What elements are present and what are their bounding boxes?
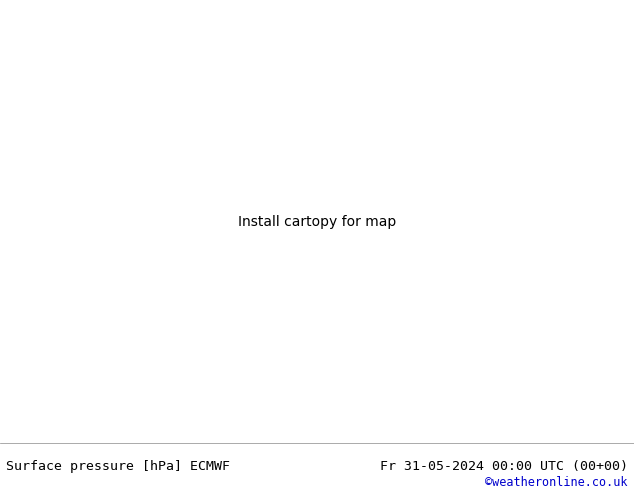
Text: Surface pressure [hPa] ECMWF: Surface pressure [hPa] ECMWF (6, 460, 230, 473)
Text: ©weatheronline.co.uk: ©weatheronline.co.uk (485, 476, 628, 489)
Text: Install cartopy for map: Install cartopy for map (238, 215, 396, 229)
Text: Fr 31-05-2024 00:00 UTC (00+00): Fr 31-05-2024 00:00 UTC (00+00) (380, 460, 628, 473)
